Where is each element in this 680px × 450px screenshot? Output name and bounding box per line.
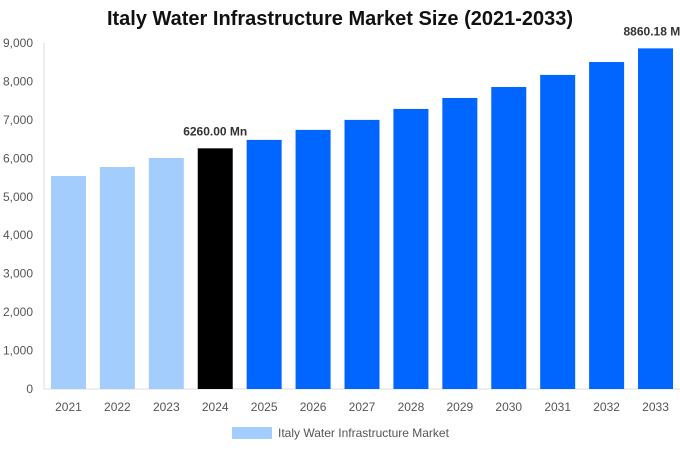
bar-2029 [442,97,478,389]
bar-2030 [491,87,527,389]
y-tick-label: 5,000 [3,190,33,204]
y-tick-label: 3,000 [3,267,33,281]
data-label: 6260.00 Mn [183,124,247,138]
x-tick-label: 2022 [104,400,131,414]
y-tick-label: 1,000 [3,344,33,358]
x-tick-label: 2024 [202,400,229,414]
y-tick-label: 8,000 [3,74,33,88]
y-tick-label: 6,000 [3,151,33,165]
y-tick-label: 9,000 [3,36,33,50]
bar-2031 [540,74,576,390]
x-tick-label: 2033 [642,400,669,414]
x-tick-label: 2026 [300,400,327,414]
legend-swatch [232,427,272,439]
bar-2026 [295,129,331,389]
bar-chart: 0 1,000 2,000 3,000 4,000 5,000 6,000 7,000 8,00… [3,24,680,414]
bar-2025 [246,139,282,389]
x-tick-label: 2032 [593,400,620,414]
x-tick-label: 2031 [544,400,571,414]
y-tick-label: 4,000 [3,228,33,242]
y-tick-label: 7,000 [3,113,33,127]
data-label: 8860.18 Mn [624,24,680,38]
x-tick-label: 2025 [251,400,278,414]
x-tick-label: 2030 [495,400,522,414]
x-tick-label: 2029 [446,400,473,414]
y-tick-label: 2,000 [3,305,33,319]
legend-label: Italy Water Infrastructure Market [278,426,449,440]
x-tick-label: 2021 [55,400,82,414]
bar-2021 [50,176,86,389]
bar-2023 [148,157,184,389]
bar-2033 [638,48,674,389]
legend: Italy Water Infrastructure Market [232,426,449,440]
bar-2024 [197,148,233,389]
x-tick-label: 2027 [349,400,376,414]
chart-title: Italy Water Infrastructure Market Size (… [106,8,574,30]
bar-2028 [393,108,429,389]
x-tick-label: 2028 [398,400,425,414]
bar-2022 [99,166,135,389]
x-tick-label: 2023 [153,400,180,414]
bar-2027 [344,119,380,389]
bar-2032 [589,62,625,389]
y-tick-label: 0 [26,382,33,396]
